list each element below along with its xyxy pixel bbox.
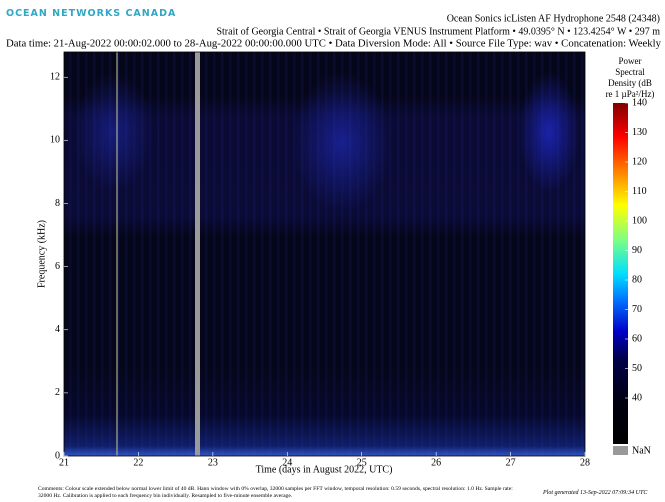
y-tick-label: 12 bbox=[50, 72, 60, 83]
subtitle: Strait of Georgia Central • Strait of Ge… bbox=[216, 26, 660, 37]
x-tick-label: 26 bbox=[431, 457, 441, 468]
x-axis-label: Time (days in August 2022, UTC) bbox=[256, 464, 393, 475]
x-tick-label: 22 bbox=[133, 457, 143, 468]
data-info: Data time: 21-Aug-2022 00:00:02.000 to 2… bbox=[6, 38, 661, 49]
y-tick-label: 8 bbox=[55, 198, 60, 209]
colorbar-nan bbox=[613, 446, 628, 455]
colorbar-tick-label: 50 bbox=[632, 363, 642, 374]
x-tick-label: 23 bbox=[208, 457, 218, 468]
colorbar-tick-label: 70 bbox=[632, 304, 642, 315]
y-axis-label: Frequency (kHz) bbox=[36, 220, 47, 288]
comments: Comments: Colour scale extended below no… bbox=[38, 486, 528, 500]
colorbar-tick-label: 40 bbox=[632, 392, 642, 403]
x-tick-label: 25 bbox=[357, 457, 367, 468]
chart: Ocean Sonics icListen AF Hydrophone 2548… bbox=[0, 0, 665, 502]
colorbar-nan-label: NaN bbox=[632, 445, 651, 456]
colorbar-tick-label: 130 bbox=[632, 127, 647, 138]
title: Ocean Sonics icListen AF Hydrophone 2548… bbox=[447, 13, 660, 24]
plot-generated: Plot generated 13-Sep-2022 07:09:34 UTC bbox=[543, 490, 647, 496]
colorbar-tick-label: 90 bbox=[632, 245, 642, 256]
colorbar-tick-label: 120 bbox=[632, 156, 647, 167]
plot-frame bbox=[64, 52, 585, 456]
colorbar-tick-label: 100 bbox=[632, 215, 647, 226]
colorbar bbox=[613, 103, 628, 444]
x-tick-label: 27 bbox=[506, 457, 516, 468]
y-tick-label: 2 bbox=[55, 387, 60, 398]
colorbar-tick-label: 60 bbox=[632, 333, 642, 344]
x-tick-label: 24 bbox=[282, 457, 292, 468]
colorbar-tick-label: 80 bbox=[632, 274, 642, 285]
y-tick-label: 6 bbox=[55, 261, 60, 272]
page: OCEAN NETWORKS CANADA Ocean Sonics icLis… bbox=[0, 0, 665, 502]
x-tick-label: 21 bbox=[59, 457, 69, 468]
y-tick-label: 10 bbox=[50, 135, 60, 146]
x-tick-label: 28 bbox=[580, 457, 590, 468]
colorbar-tick-label: 110 bbox=[632, 186, 647, 197]
y-tick-label: 4 bbox=[55, 324, 60, 335]
colorbar-label: Power Spectral Density (dB re 1 µPa²/Hz) bbox=[604, 56, 656, 100]
y-tick-label: 0 bbox=[55, 450, 60, 461]
